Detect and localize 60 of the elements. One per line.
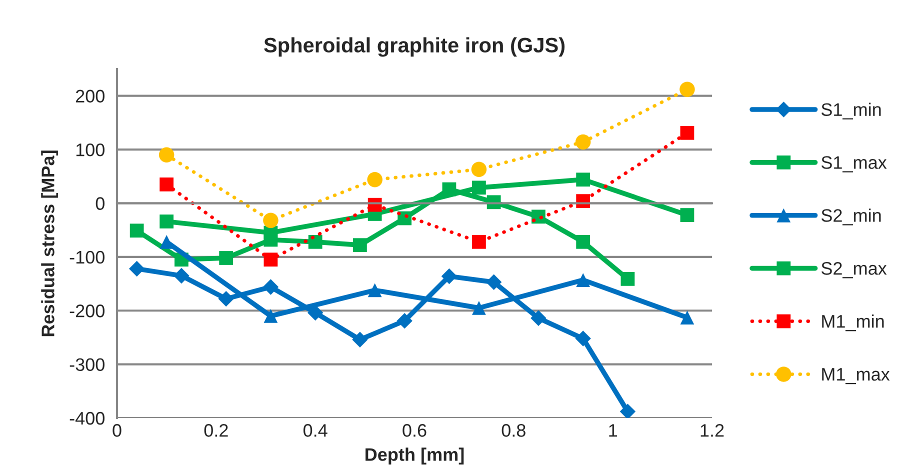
- point: [160, 234, 174, 249]
- y-tick-label: 0: [96, 197, 104, 210]
- point: [368, 283, 382, 298]
- x-tick-label: 0.6: [402, 424, 426, 437]
- point: [680, 310, 694, 325]
- point: [472, 300, 486, 315]
- point: [367, 172, 382, 188]
- y-tick-label: -300: [70, 358, 104, 372]
- legend-label: S1_min: [821, 102, 881, 120]
- x-tick-label: 0.8: [502, 424, 526, 437]
- y-axis-title: Residual stress [MPa]: [41, 150, 58, 336]
- point: [308, 234, 322, 249]
- point: [262, 279, 279, 295]
- point: [472, 180, 486, 195]
- legend-label: S2_max: [821, 262, 887, 278]
- x-tick-label: 1.2: [700, 424, 724, 437]
- legend-label: M1_min: [822, 314, 884, 332]
- point: [486, 274, 502, 290]
- point: [353, 238, 367, 252]
- y-tick-label: 200: [76, 90, 104, 103]
- point: [352, 332, 368, 348]
- point: [218, 290, 234, 307]
- point: [160, 214, 174, 228]
- point: [158, 147, 174, 163]
- point: [680, 82, 695, 98]
- point: [128, 260, 145, 277]
- point: [219, 251, 234, 265]
- y-tick-label: -400: [70, 412, 104, 425]
- point: [472, 234, 486, 249]
- x-tick-label: 0: [112, 424, 122, 437]
- point: [130, 224, 144, 238]
- x-axis-title: Depth [mm]: [366, 448, 464, 464]
- y-tick-label: 100: [76, 143, 104, 156]
- x-tick-label: 1: [609, 424, 617, 437]
- point: [620, 272, 635, 286]
- point: [530, 310, 546, 326]
- chart-title: Spheroidal graphite iron (GJS): [264, 37, 565, 57]
- point: [441, 268, 458, 284]
- legend-label: S2_min: [821, 208, 881, 226]
- point: [264, 309, 278, 323]
- point: [160, 177, 174, 192]
- point: [471, 162, 487, 178]
- point: [174, 268, 190, 284]
- point: [575, 330, 591, 346]
- point: [263, 212, 278, 228]
- point: [680, 126, 694, 140]
- legend-label: S1_max: [821, 156, 887, 172]
- point: [576, 172, 590, 187]
- point: [576, 273, 590, 287]
- point: [576, 234, 590, 249]
- x-tick-label: 0.4: [303, 424, 328, 437]
- point: [620, 404, 636, 418]
- point: [575, 134, 591, 150]
- point: [396, 312, 412, 329]
- y-tick-label: -200: [70, 304, 104, 318]
- point: [680, 208, 694, 222]
- x-tick-label: 0.2: [204, 424, 228, 437]
- legend-label: M1_max: [822, 368, 890, 384]
- point: [264, 252, 278, 267]
- y-tick-label: -100: [70, 250, 104, 264]
